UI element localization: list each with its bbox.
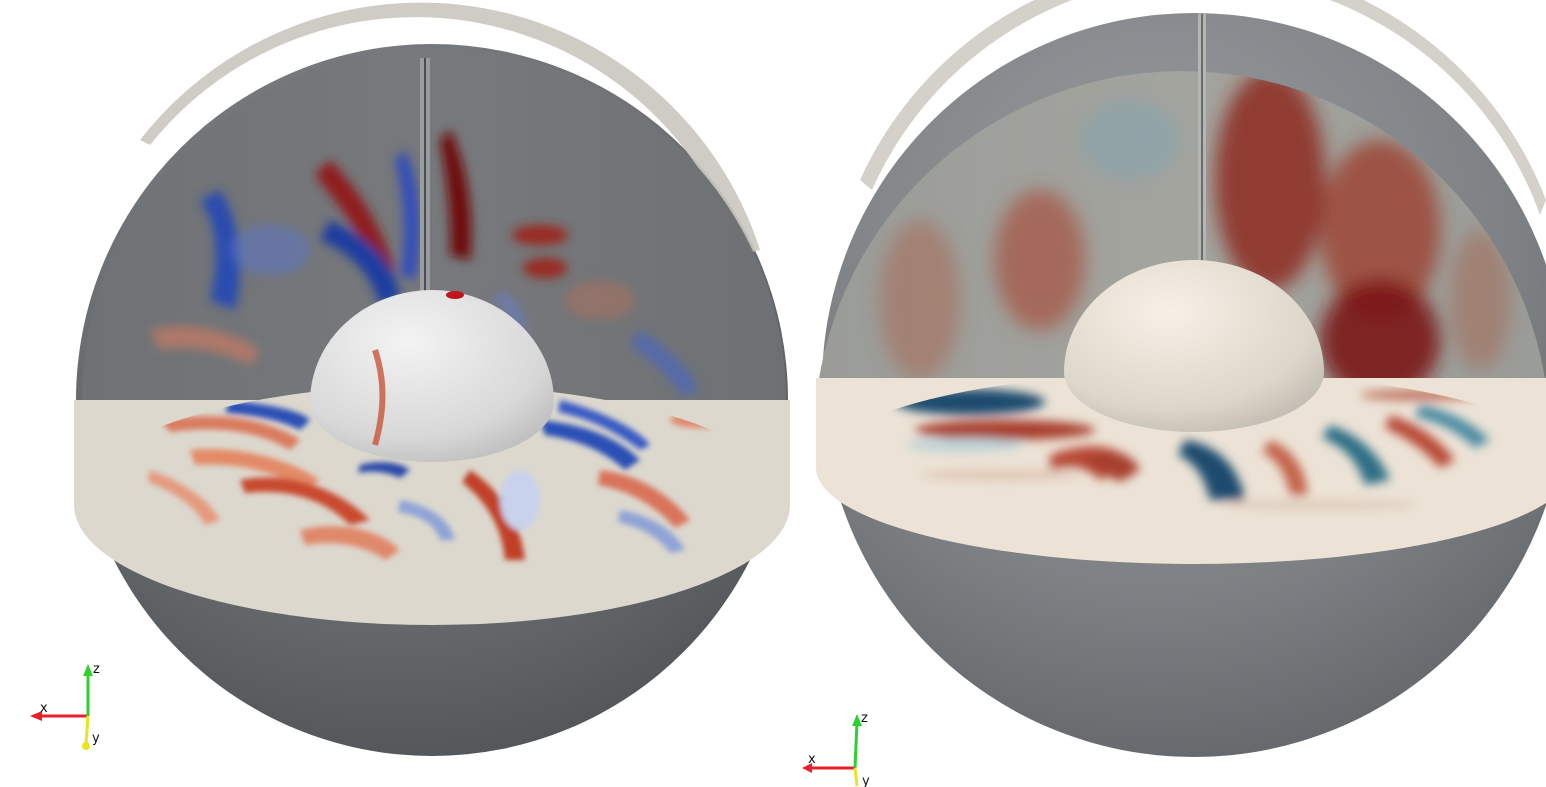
axes-triad: x z y bbox=[802, 711, 870, 787]
inner-core bbox=[310, 290, 554, 462]
left-visualization-panel: x z y bbox=[30, 2, 790, 756]
inner-core bbox=[1064, 260, 1324, 432]
vertical-field-pattern bbox=[150, 130, 700, 395]
right-sphere-render: x z y bbox=[802, 0, 1546, 787]
right-visualization-panel: x z y bbox=[800, 0, 1546, 787]
y-axis-arrow bbox=[853, 767, 859, 787]
y-axis-label: y bbox=[92, 731, 100, 746]
axes-triad: x z y bbox=[30, 662, 100, 750]
left-sphere-render: x z y bbox=[30, 2, 790, 756]
horizontal-field-pattern bbox=[895, 389, 1490, 511]
z-axis-label: z bbox=[861, 711, 868, 726]
x-axis-label: x bbox=[808, 752, 816, 767]
vertical-field-pattern bbox=[880, 71, 1510, 386]
y-axis-label: y bbox=[862, 774, 870, 787]
x-axis-label: x bbox=[40, 701, 48, 716]
z-axis-arrow bbox=[853, 721, 859, 769]
shell-rim bbox=[140, 2, 760, 255]
horizontal-field-pattern bbox=[148, 400, 730, 560]
z-axis-label: z bbox=[93, 662, 100, 677]
y-axis-arrow bbox=[84, 715, 90, 745]
